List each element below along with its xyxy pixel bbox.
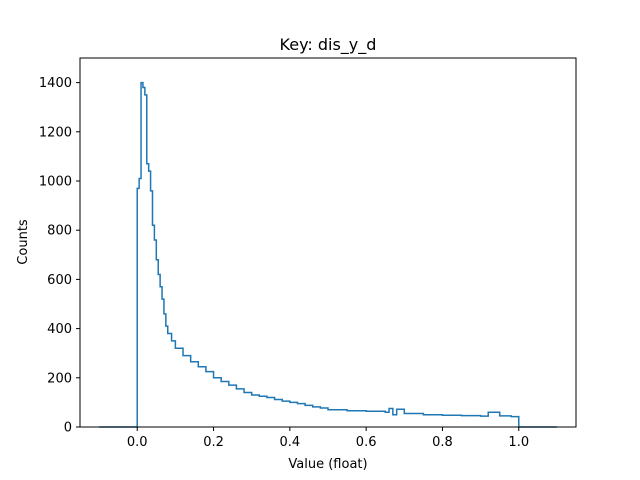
x-axis-label: Value (float) [288, 457, 367, 472]
y-tick-label: 0 [64, 421, 72, 436]
y-tick-label: 1200 [39, 125, 72, 140]
plot-series [99, 81, 557, 428]
plot-frame [79, 57, 577, 428]
x-tick-label: 0.6 [356, 435, 377, 450]
x-axis-ticks: 0.0 0.2 0.4 0.6 0.8 1.0 [127, 427, 529, 450]
y-tick-label: 600 [47, 273, 72, 288]
y-tick-label: 1000 [39, 175, 72, 190]
y-axis-ticks: 0 200 400 600 800 1000 1200 1400 [39, 76, 80, 436]
y-tick-label: 800 [47, 224, 72, 239]
y-tick-label: 400 [47, 322, 72, 337]
y-tick-label: 200 [47, 371, 72, 386]
x-tick-label: 0.2 [203, 435, 224, 450]
x-tick-label: 1.0 [508, 435, 529, 450]
chart-title: Key: dis_y_d [280, 35, 377, 55]
y-axis-label: Counts [16, 219, 31, 265]
x-tick-label: 0.4 [280, 435, 301, 450]
x-tick-label: 0.8 [432, 435, 453, 450]
histogram-step-line [99, 81, 557, 428]
x-tick-label: 0.0 [127, 435, 148, 450]
y-tick-label: 1400 [39, 76, 72, 91]
